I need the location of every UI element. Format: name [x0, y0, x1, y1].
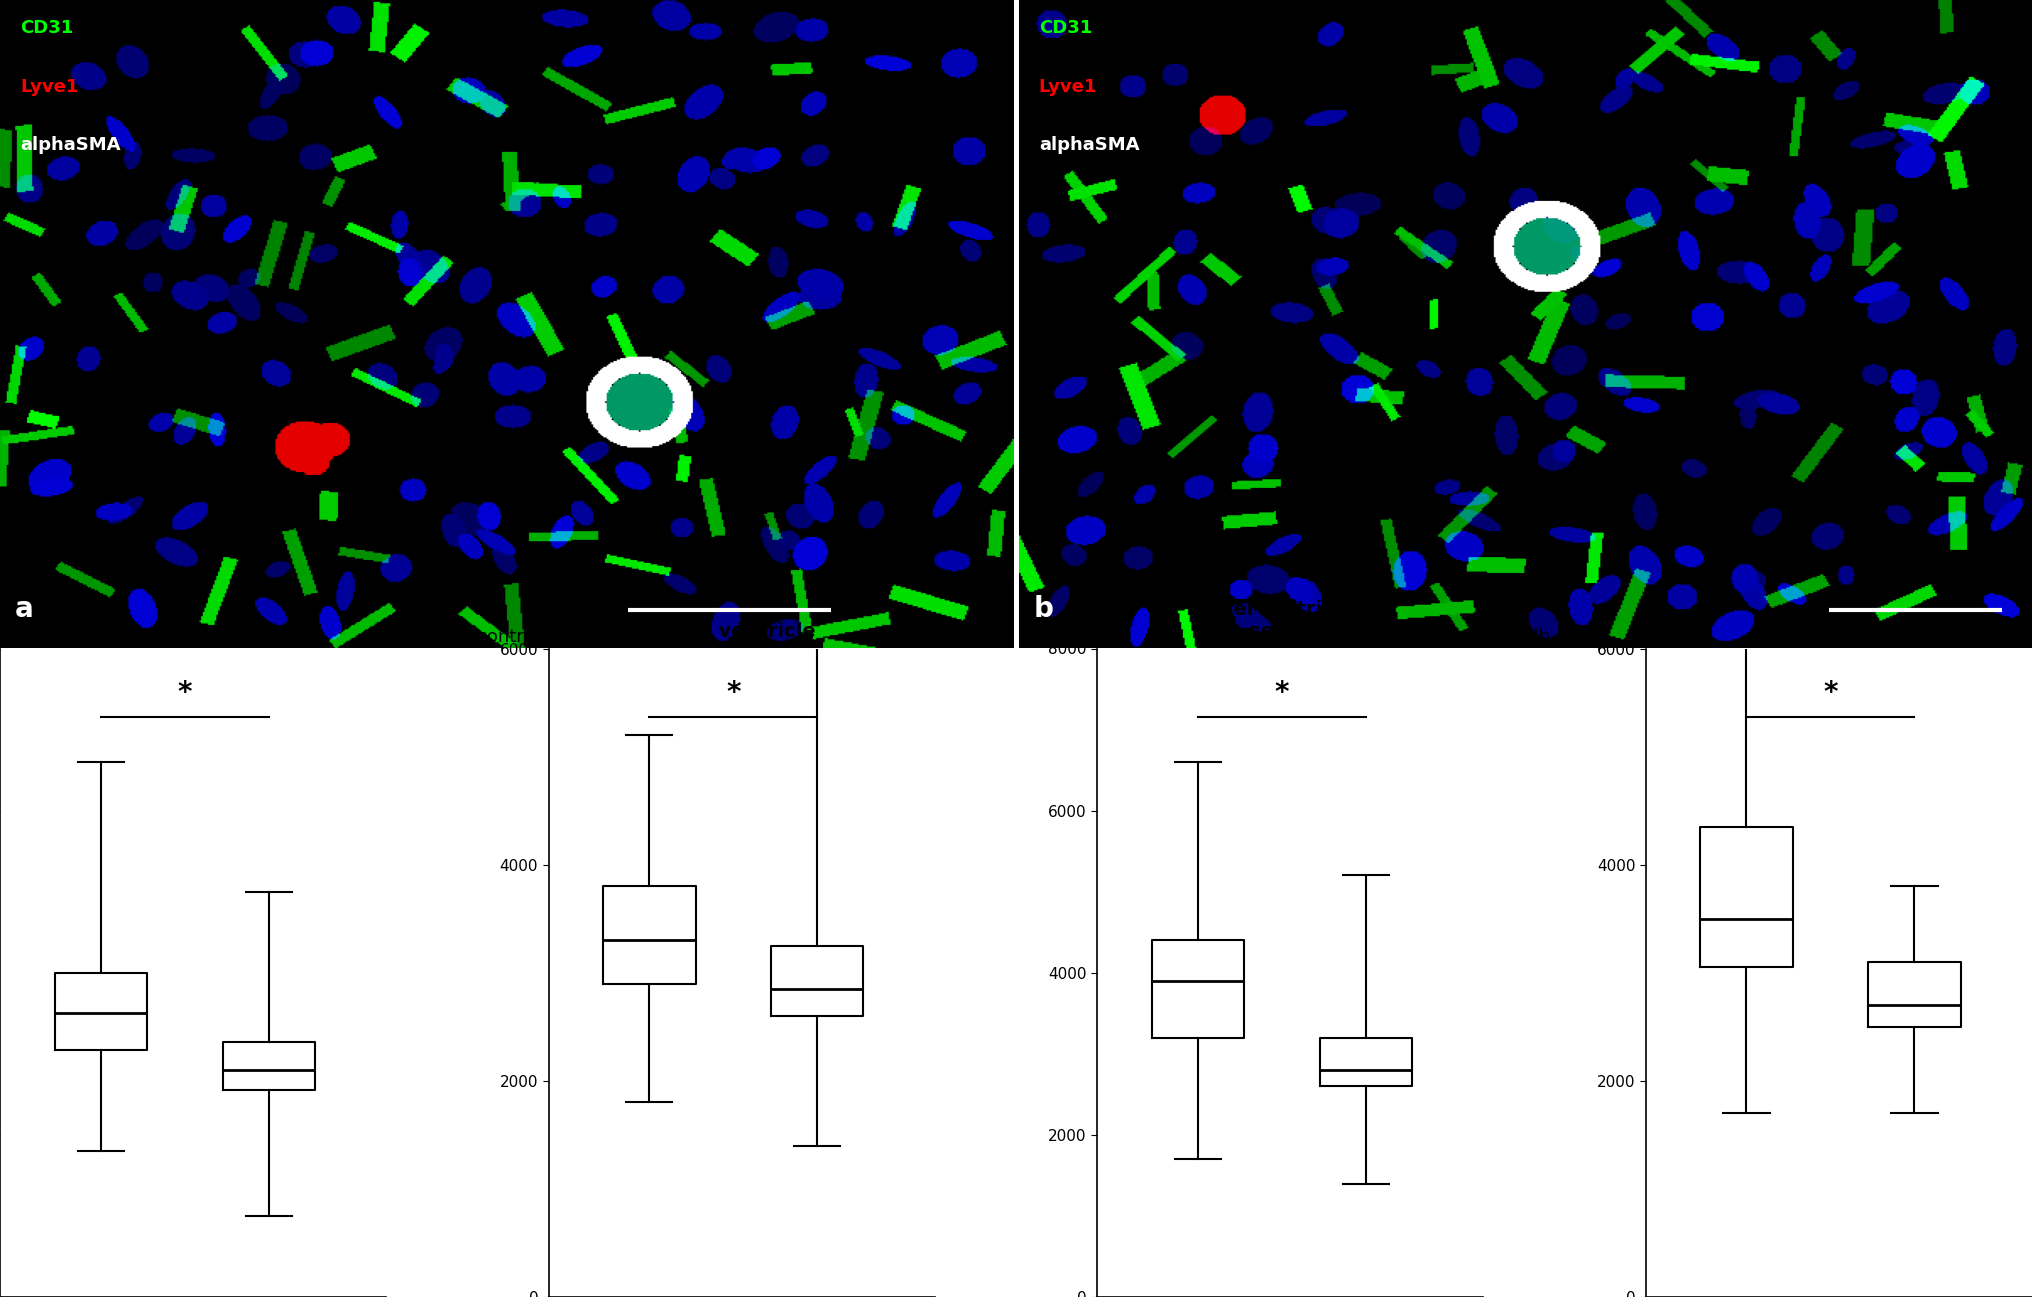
Text: b: b: [1034, 594, 1055, 623]
Title: Rigth ventricle: Rigth ventricle: [1758, 623, 1920, 642]
Text: CD31: CD31: [20, 19, 73, 38]
Text: CD31: CD31: [1038, 19, 1091, 38]
Text: Lyve1: Lyve1: [20, 78, 79, 96]
Title: Interventricular
septum: Interventricular septum: [1203, 601, 1378, 642]
Title: Heart: Heart: [163, 623, 224, 642]
Text: a: a: [14, 594, 35, 623]
Text: alphaSMA: alphaSMA: [1038, 136, 1140, 154]
Text: *: *: [1274, 678, 1288, 707]
Text: control: control: [478, 628, 538, 646]
Text: db/db: db/db: [1498, 628, 1550, 646]
Text: *: *: [1823, 678, 1837, 707]
Title: Left ventricle: Left ventricle: [669, 623, 815, 642]
Text: *: *: [725, 678, 740, 707]
Text: alphaSMA: alphaSMA: [20, 136, 120, 154]
Text: Lyve1: Lyve1: [1038, 78, 1097, 96]
Text: *: *: [177, 678, 191, 707]
